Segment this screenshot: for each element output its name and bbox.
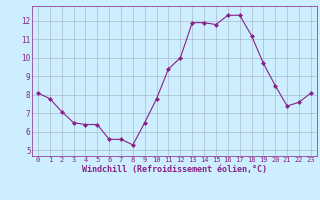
X-axis label: Windchill (Refroidissement éolien,°C): Windchill (Refroidissement éolien,°C) bbox=[82, 165, 267, 174]
